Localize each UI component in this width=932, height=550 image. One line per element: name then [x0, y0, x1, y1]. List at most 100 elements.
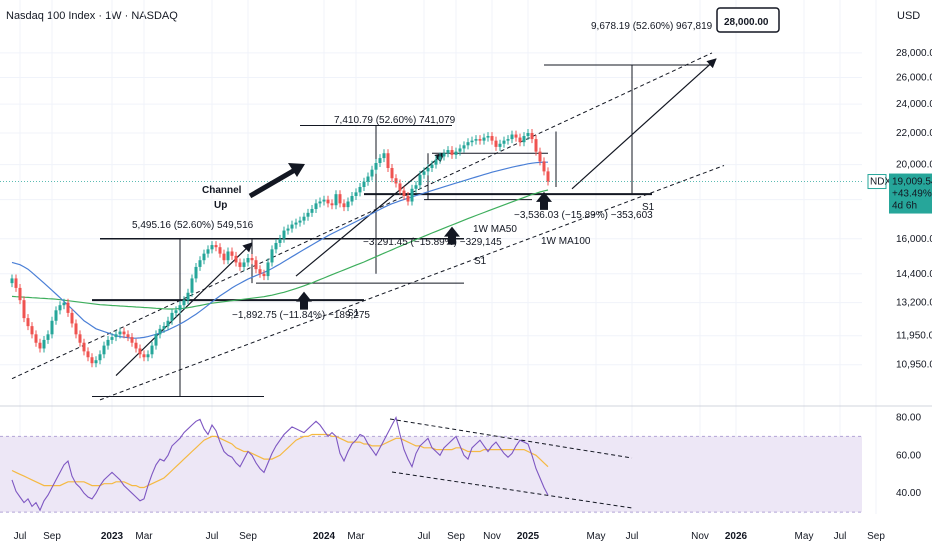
candle-body: [446, 150, 450, 154]
candle-body: [202, 253, 206, 261]
candle-body: [110, 337, 114, 340]
rsi-channel-upper: [389, 418, 633, 459]
candle-body: [122, 331, 126, 335]
channel-up-label-line1: Channel: [202, 185, 242, 196]
candle-body: [470, 140, 474, 143]
candle-body: [54, 310, 58, 321]
price-tick-label: 14,400.00: [896, 269, 932, 280]
time-tick-label: Jul: [626, 531, 639, 542]
candle-body: [398, 183, 402, 191]
candle-body: [178, 305, 182, 311]
candle-body: [262, 273, 266, 277]
s1-label-1: S1: [347, 308, 360, 319]
time-tick-label: Sep: [447, 531, 465, 542]
candle-body: [266, 262, 270, 277]
time-tick-label: Jul: [14, 531, 27, 542]
ma50-line: [11, 161, 548, 339]
candle-body: [186, 292, 190, 301]
drawdown-label-1: −1,892.75 (−11.84%) −189,275: [232, 310, 370, 321]
candle-body: [326, 199, 330, 204]
candle-body: [214, 245, 218, 248]
candle-body: [338, 194, 342, 204]
candle-body: [514, 134, 518, 138]
candle-body: [66, 302, 70, 313]
measure-label-1: 5,495.16 (52.60%) 549,516: [132, 220, 254, 231]
candle-body: [98, 354, 102, 361]
candle-body: [150, 345, 154, 355]
axes: 10,950.00 11,950.00 13,200.00 14,400.00 16,0…: [14, 48, 932, 542]
candle-body: [318, 201, 322, 204]
candle-body: [158, 328, 162, 335]
candle-body: [502, 140, 506, 144]
support-arrow-2: [444, 226, 460, 245]
candle-body: [206, 249, 210, 254]
support-arrow-1: [296, 291, 312, 310]
time-tick-label: Sep: [43, 531, 61, 542]
candle-body: [170, 312, 174, 321]
drawdown-label-3: −3,536.03 (−15.89%) −353,603: [514, 210, 653, 221]
candle-body: [454, 151, 458, 155]
candle-body: [526, 133, 530, 137]
candle-body: [310, 209, 314, 213]
price-tick-label: 16,000.00: [896, 234, 932, 245]
candle-body: [174, 310, 178, 313]
rsi-channel-lower: [391, 471, 633, 509]
candle-body: [394, 178, 398, 184]
candle-body: [506, 139, 510, 141]
measure-label-3: 9,678.19 (52.60%) 967,819: [591, 21, 713, 32]
time-tick-label: Nov: [691, 531, 709, 542]
target-box[interactable]: [716, 7, 780, 33]
candle-body: [498, 143, 502, 147]
candle-body: [190, 278, 194, 293]
candle-body: [114, 334, 118, 338]
time-tick-label: May: [587, 531, 606, 542]
candle-body: [50, 320, 54, 335]
time-tick-label: Sep: [867, 531, 885, 542]
time-tick-label: Jul: [834, 531, 847, 542]
channel-lower-line: [99, 165, 725, 401]
candle-body: [402, 190, 406, 196]
candle-body: [38, 342, 42, 349]
candle-body: [282, 230, 286, 239]
candle-body: [466, 142, 470, 146]
badge-countdown: 4d 6h: [892, 201, 917, 212]
candle-body: [478, 139, 482, 141]
candle-body: [298, 220, 302, 223]
candle-body: [10, 278, 14, 284]
candle-body: [154, 334, 158, 346]
candle-body: [62, 302, 66, 306]
ma100-label: 1W MA100: [541, 236, 591, 247]
time-tick-label: Nov: [483, 531, 501, 542]
candle-body: [494, 140, 498, 147]
time-tick-label: Mar: [135, 531, 153, 542]
candle-body: [82, 342, 86, 352]
candle-body: [546, 171, 550, 182]
candle-body: [286, 228, 290, 231]
channel-arrow: [248, 164, 302, 199]
candle-body: [118, 331, 122, 335]
candle-body: [142, 354, 146, 358]
price-tick-label: 22,000.00: [896, 128, 932, 139]
candle-body: [30, 326, 34, 335]
support-arrow-3: [536, 191, 552, 210]
candle-body: [138, 348, 142, 355]
candle-body: [490, 136, 494, 141]
candle-body: [486, 136, 490, 138]
candle-body: [254, 260, 258, 270]
price-tick-label: 13,200.00: [896, 298, 932, 309]
rsi-ma-line: [11, 433, 549, 489]
candle-body: [362, 181, 366, 187]
rsi-tick-label: 60.00: [896, 450, 921, 461]
candle-body: [522, 136, 526, 143]
time-tick-label: 2026: [725, 531, 748, 542]
candle-body: [474, 139, 478, 141]
rsi-panel: [11, 415, 549, 512]
candle-body: [34, 334, 38, 343]
candle-body: [438, 156, 442, 160]
time-tick-label: Jul: [206, 531, 219, 542]
candle-body: [126, 334, 130, 338]
rsi-line: [11, 415, 549, 512]
candle-body: [46, 334, 50, 340]
candle-body: [450, 150, 454, 155]
